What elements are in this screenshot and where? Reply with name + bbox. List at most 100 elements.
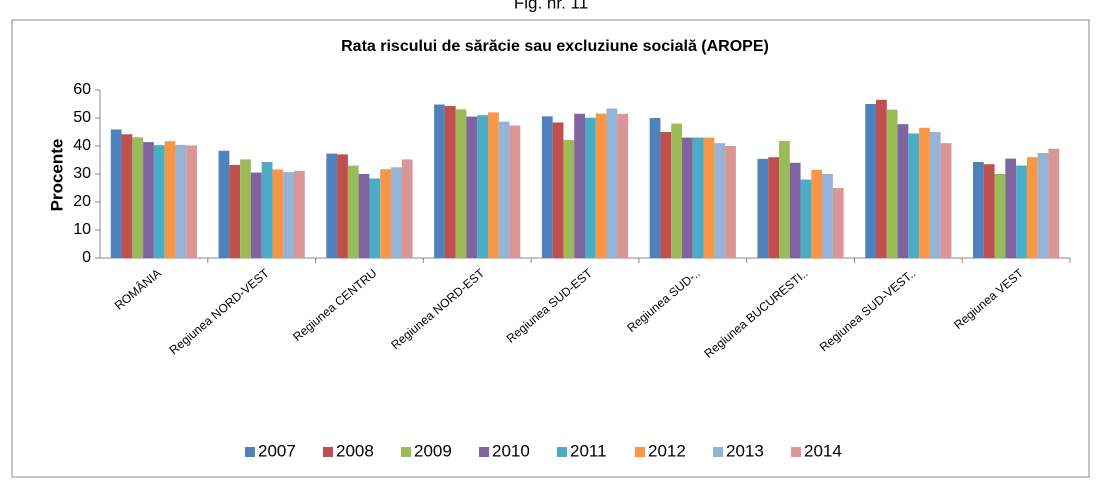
chart-frame [11,19,1090,478]
bar [574,113,585,258]
legend-swatch [323,447,333,457]
y-tick-label: 20 [73,193,91,210]
bar [585,117,596,258]
figure-label: Fig. nr. 11 [514,0,588,12]
y-tick-label: 60 [73,81,91,98]
y-tick-label: 0 [82,249,91,266]
bar [919,127,930,258]
bar [455,109,467,258]
bar [876,99,887,258]
bar [153,145,165,258]
bar [326,153,338,258]
legend-label: 2007 [258,441,296,460]
bar [703,137,715,258]
bar [692,137,704,258]
bar [347,165,359,258]
bar [498,121,510,258]
x-tick-label: Regiunea SUD-VEST.. [817,266,918,354]
bar [509,125,521,258]
x-tick-label: ROMÂNIA [111,265,164,312]
bar [283,172,294,258]
y-tick-label: 50 [73,109,91,126]
bar [617,113,629,258]
legend-swatch [401,447,411,457]
bar [563,139,575,258]
bar [240,159,251,258]
x-tick-label: Regiunea CENTRU [290,266,379,344]
bar [110,129,122,258]
bar [768,157,779,258]
bar [132,137,144,258]
bar [779,140,790,258]
bar [229,165,241,258]
y-axis-label: Procente [47,139,66,212]
legend-swatch [245,447,255,457]
legend-label: 2008 [336,441,374,460]
legend-label: 2011 [570,441,607,460]
y-tick-label: 10 [73,221,91,238]
legend-label: 2013 [726,441,764,460]
bar [886,109,898,258]
bar [337,154,348,258]
legend-swatch [557,447,567,457]
legend-swatch [635,447,645,457]
bar [757,158,769,258]
bar [488,112,499,259]
bar [552,122,564,258]
bar [940,143,952,258]
legend-label: 2014 [804,441,842,460]
x-tick-label: Regiunea SUD-EST [504,266,596,346]
chart-title: Rata riscului de sărăcie sau excluziune … [341,38,769,55]
bar [973,161,984,258]
bar [1048,148,1060,258]
x-tick-label: Regiunea BUCURESTI.. [701,266,810,361]
bar [1016,165,1027,258]
bar [186,145,197,258]
x-tick-label: Regiunea VEST [951,266,1026,332]
x-tick-label: Regiunea SUD-.. [624,266,702,335]
legend-label: 2010 [492,441,530,460]
bar [391,167,402,258]
bar [164,141,176,258]
bar [1026,157,1038,258]
legend-swatch [479,447,489,457]
bar [261,161,273,258]
bar [660,132,672,258]
bar [649,118,661,258]
legend-label: 2012 [648,441,686,460]
bar [175,144,187,258]
bar [822,174,833,258]
bar [444,105,456,259]
bar [865,104,876,258]
bar [983,164,995,258]
bar [401,159,413,258]
bar [800,179,812,258]
bar [1005,158,1017,258]
bar [832,188,844,258]
bar [714,143,726,258]
legend-label: 2009 [414,441,452,460]
bar [994,174,1006,258]
y-tick-label: 40 [73,137,91,154]
bar [477,115,488,258]
x-tick-label: Regiunea NORD-VEST [167,266,273,358]
y-tick-label: 30 [73,165,91,182]
bar [595,113,607,259]
bar [434,104,445,258]
bar [218,150,230,258]
bar [466,116,478,258]
bar [1037,153,1049,258]
bar [541,116,553,258]
bar [682,137,693,258]
bar [606,108,618,258]
bar [272,169,284,258]
bar [121,134,133,258]
bar [789,162,801,258]
bar [294,170,305,258]
x-tick-label: Regiunea NORD-EST [388,266,487,353]
bar [369,178,381,258]
bar [143,142,154,258]
bar [671,123,682,258]
bar [380,169,391,258]
